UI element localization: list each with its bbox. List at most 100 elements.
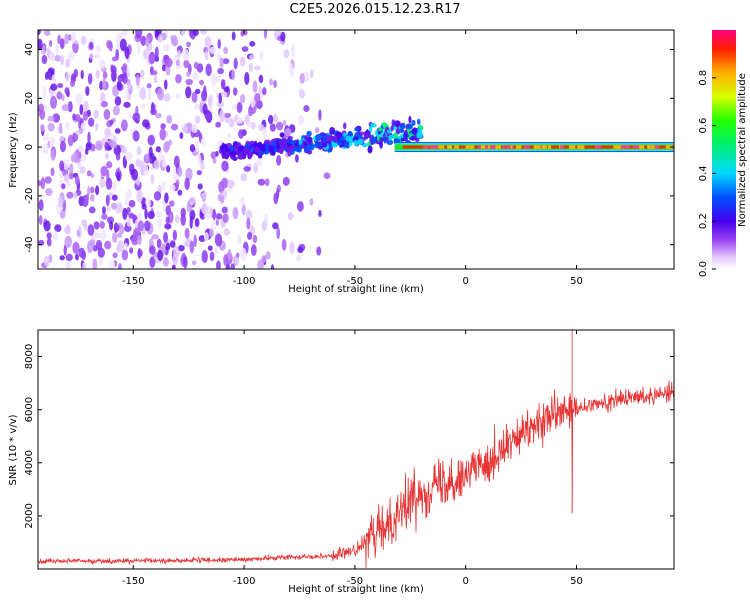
spectrogram-noise-blob bbox=[240, 173, 248, 182]
spectrogram-drift-blob bbox=[402, 137, 408, 142]
spectrogram-noise-blob bbox=[77, 161, 82, 169]
spectrogram-noise-blob bbox=[59, 255, 65, 261]
snr-ytick-label: 2000 bbox=[24, 503, 35, 528]
spectrogram-noise-blob bbox=[88, 206, 96, 214]
spectrogram-drift-blob bbox=[410, 135, 417, 141]
spectrogram-drift-blob bbox=[328, 143, 332, 148]
spectrogram-drift-blob bbox=[306, 136, 313, 144]
spectrogram-noise-blob bbox=[118, 225, 125, 235]
spectrogram-noise-blob bbox=[72, 241, 80, 254]
spectrogram-drift-blob bbox=[315, 133, 322, 141]
spectrogram-noise-blob bbox=[104, 127, 112, 138]
spectrogram-noise-blob bbox=[295, 254, 302, 262]
colorbar-gradient bbox=[712, 30, 736, 269]
spectrogram-noise-blob bbox=[46, 237, 52, 247]
spectrogram-noise-blob bbox=[173, 40, 177, 47]
spectrogram-noise-blob bbox=[159, 128, 166, 141]
spectrogram-noise-blob bbox=[249, 54, 255, 60]
spectrogram-drift-blob bbox=[327, 148, 332, 153]
snr-ytick-label: 8000 bbox=[24, 344, 35, 369]
spectrogram-noise-blob bbox=[149, 256, 156, 268]
spectrogram-noise-blob bbox=[95, 122, 99, 131]
spectrogram-drift-blob bbox=[329, 126, 336, 135]
spectrogram-noise-blob bbox=[99, 177, 106, 188]
spectrogram-noise-blob bbox=[254, 65, 261, 71]
snr-xtick-label: -150 bbox=[122, 576, 145, 587]
spectrogram-noise-blob bbox=[280, 31, 286, 42]
spectrogram-noise-blob bbox=[189, 196, 196, 206]
spectrogram-noise-blob bbox=[180, 207, 186, 218]
spectrogram-noise-blob bbox=[128, 200, 136, 208]
tone-highlight bbox=[494, 145, 501, 149]
spectrogram-noise-blob bbox=[100, 230, 107, 241]
spectrogram-noise-blob bbox=[126, 218, 131, 228]
tone-highlight bbox=[477, 145, 483, 149]
spectrogram-noise-blob bbox=[172, 229, 178, 241]
spectrogram-noise-blob bbox=[195, 140, 199, 153]
spectrogram-noise-blob bbox=[241, 203, 246, 216]
spectrogram-noise-blob bbox=[79, 166, 86, 175]
spectrogram-noise-blob bbox=[52, 113, 61, 123]
spectrogram-noise-blob bbox=[135, 158, 142, 168]
spectrogram-noise-blob bbox=[116, 202, 123, 214]
spectrogram-noise-blob bbox=[104, 152, 110, 160]
spectrogram-noise-blob bbox=[44, 176, 52, 184]
spectrogram-drift-blob bbox=[393, 132, 398, 140]
spectrogram-xlabel: Height of straight line (km) bbox=[288, 284, 424, 295]
spectrogram-noise-blob bbox=[183, 256, 188, 269]
spectrogram-noise-blob bbox=[59, 54, 65, 66]
spectrogram-noise-blob bbox=[175, 93, 181, 99]
spectrogram-noise-blob bbox=[240, 196, 245, 207]
spectrogram-noise-blob bbox=[65, 253, 73, 262]
tone-highlight bbox=[501, 145, 506, 149]
spectrogram-noise-blob bbox=[252, 80, 258, 93]
spectrogram-noise-blob bbox=[239, 247, 247, 261]
spectrogram-noise-blob bbox=[232, 206, 239, 220]
snr-ytick-label: 6000 bbox=[24, 397, 35, 422]
spectrogram-drift-blob bbox=[354, 127, 360, 132]
spectrogram-drift-blob bbox=[411, 119, 416, 126]
spectrogram-y-axis: -40 -20 0 20 40 bbox=[24, 43, 674, 253]
spectrogram-noise-blob bbox=[185, 167, 193, 181]
spectrogram-drift-blob bbox=[379, 137, 385, 142]
spectrogram-noise-blob bbox=[165, 242, 171, 251]
tone-highlight bbox=[665, 145, 669, 149]
colorbar-tick-label: 0.0 bbox=[698, 261, 709, 277]
spectrogram-noise-blob bbox=[200, 159, 205, 171]
spectrogram-noise-blob bbox=[273, 79, 277, 89]
spectrogram-noise-blob bbox=[217, 38, 221, 49]
spectrogram-noise-blob bbox=[121, 249, 129, 261]
spectrogram-noise-blob bbox=[257, 259, 265, 269]
spectrogram-noise-blob bbox=[105, 194, 110, 207]
spectrogram-noise-blob bbox=[65, 258, 72, 269]
spectrogram-noise-blob bbox=[102, 71, 108, 79]
spectrogram-noise-blob bbox=[272, 222, 279, 230]
spectrogram-noise-blob bbox=[83, 221, 88, 231]
spectrogram-noise-blob bbox=[117, 232, 123, 238]
snr-x-axis: -150 -100 -50 0 50 bbox=[122, 330, 583, 587]
spectrogram-noise-blob bbox=[66, 180, 71, 188]
spectrogram-drift-blob bbox=[377, 127, 383, 132]
spectrogram-noise-blob bbox=[98, 254, 103, 267]
spectrogram-noise-blob bbox=[116, 80, 122, 91]
spectrogram-noise-blob bbox=[318, 209, 322, 218]
spectrogram-noise-blob bbox=[265, 251, 271, 260]
spectrogram-noise-blob bbox=[197, 183, 203, 190]
spectrogram-noise-blob bbox=[223, 86, 230, 93]
spectrogram-noise-blob bbox=[209, 46, 217, 55]
spectrogram-noise-blob bbox=[236, 117, 244, 124]
tone-highlight bbox=[465, 145, 470, 149]
spectrogram-noise-blob bbox=[184, 227, 190, 239]
spectrogram-noise-blob bbox=[224, 112, 232, 118]
spectrogram-noise-blob bbox=[184, 177, 190, 191]
spectrogram-noise-blob bbox=[164, 223, 172, 230]
spectrogram-noise-blob bbox=[227, 179, 235, 189]
spectrogram-noise-blob bbox=[141, 203, 147, 210]
spectrogram-noise-blob bbox=[145, 197, 151, 209]
spectrogram-noise-blob bbox=[210, 151, 217, 160]
spectrogram-noise-blob bbox=[221, 206, 228, 214]
spectrogram-noise-blob bbox=[248, 105, 253, 117]
spectrogram-noise-blob bbox=[216, 260, 221, 269]
spectrogram-noise-blob bbox=[222, 213, 229, 223]
spectrogram-noise-blob bbox=[276, 227, 281, 240]
